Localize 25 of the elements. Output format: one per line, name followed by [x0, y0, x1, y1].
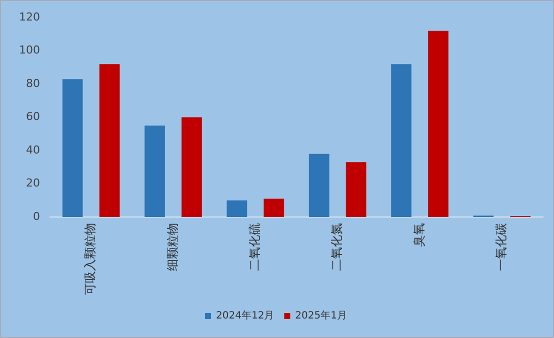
bar	[308, 154, 330, 217]
y-tick-label: 60	[26, 110, 40, 124]
x-tick-label: 可吸入颗粒物	[83, 223, 98, 295]
legend-label: 2025年1月	[295, 310, 347, 322]
legend-label: 2024年12月	[216, 310, 274, 322]
y-tick-label: 40	[26, 143, 40, 156]
bar	[182, 117, 202, 217]
bar	[99, 64, 120, 217]
y-tick-label: 0	[32, 210, 40, 223]
y-tick-label: 100	[18, 44, 40, 57]
bar	[264, 198, 284, 217]
x-tick-label: 臭氧	[412, 223, 426, 247]
bar	[346, 162, 366, 217]
y-tick-label: 80	[26, 76, 40, 90]
bar	[391, 64, 412, 217]
x-tick-label: 细颗粒物	[165, 223, 180, 271]
bar	[226, 200, 248, 217]
x-tick-label: 二氧化氮	[330, 223, 344, 271]
bar	[428, 30, 448, 217]
x-tick-label: 一氧化碳	[494, 223, 508, 271]
bar	[62, 79, 83, 217]
bar	[144, 126, 165, 217]
x-tick-label: 二氧化硫	[248, 223, 262, 271]
y-tick-label: 120	[18, 10, 40, 24]
y-tick-label: 20	[26, 176, 40, 190]
